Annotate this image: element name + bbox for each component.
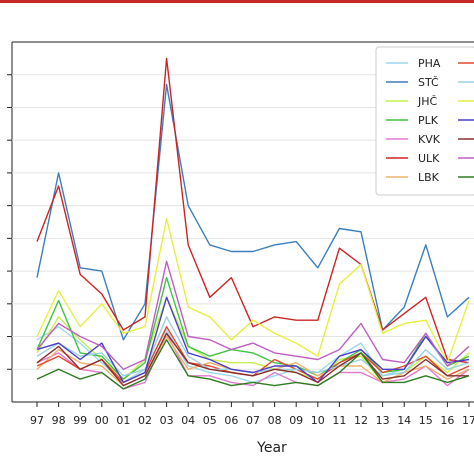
x-tick-label-01: 01: [116, 414, 130, 427]
x-tick-label-00: 00: [95, 414, 109, 427]
series-line-series11: [36, 296, 470, 384]
x-tick-label-98: 98: [52, 414, 66, 427]
legend-label-stč: STČ: [418, 76, 439, 89]
legend: PHA STČ JHČ PLK KVK ULK LBK: [375, 46, 474, 196]
legend-label-plk: PLK: [418, 114, 439, 127]
series-line-series8: [36, 326, 470, 384]
x-tick-label-15: 15: [419, 414, 433, 427]
x-tick-label-02: 02: [138, 414, 152, 427]
x-tick-label-13: 13: [376, 414, 390, 427]
series-lines: [36, 57, 470, 390]
series-line-series14: [36, 339, 470, 390]
series-line-series12: [36, 332, 469, 387]
x-tick-label-14: 14: [397, 414, 411, 427]
x-tick-label-07: 07: [246, 414, 260, 427]
x-tick-label-97: 97: [30, 414, 44, 427]
x-tick-label-10: 10: [311, 414, 325, 427]
x-tick-label-08: 08: [268, 414, 282, 427]
series-line-plk: [36, 276, 470, 380]
series-line-series10: [36, 217, 470, 364]
x-tick-label-05: 05: [203, 414, 217, 427]
series-line-ulk: [36, 57, 470, 364]
legend-label-pha: PHA: [418, 57, 441, 70]
x-tick-label-06: 06: [224, 414, 238, 427]
x-tick-label-99: 99: [73, 414, 87, 427]
x-tick-label-12: 12: [354, 414, 368, 427]
series-line-pha: [36, 326, 470, 384]
legend-label-lbk: LBK: [418, 171, 440, 184]
legend-label-jhč: JHČ: [417, 95, 438, 108]
x-ticks: 97 98 99 00 01 02 03 04 05 06 07 08 09 10 11 12 13 14 15 16…: [30, 402, 474, 427]
x-axis-title: Year: [256, 440, 287, 456]
x-tick-label-03: 03: [160, 414, 174, 427]
x-tick-label-16: 16: [440, 414, 454, 427]
series-line-series13: [36, 260, 470, 370]
legend-label-kvk: KVK: [418, 133, 441, 146]
x-tick-label-09: 09: [289, 414, 303, 427]
header-accent-bar: [0, 0, 474, 3]
series-line-kvk: [36, 332, 470, 390]
x-tick-label-11: 11: [332, 414, 346, 427]
series-line-stč: [36, 83, 470, 341]
y-ticks: [7, 74, 12, 370]
legend-label-ulk: ULK: [418, 152, 440, 165]
x-tick-label-04: 04: [181, 414, 195, 427]
x-tick-label-17: 17: [462, 414, 474, 427]
